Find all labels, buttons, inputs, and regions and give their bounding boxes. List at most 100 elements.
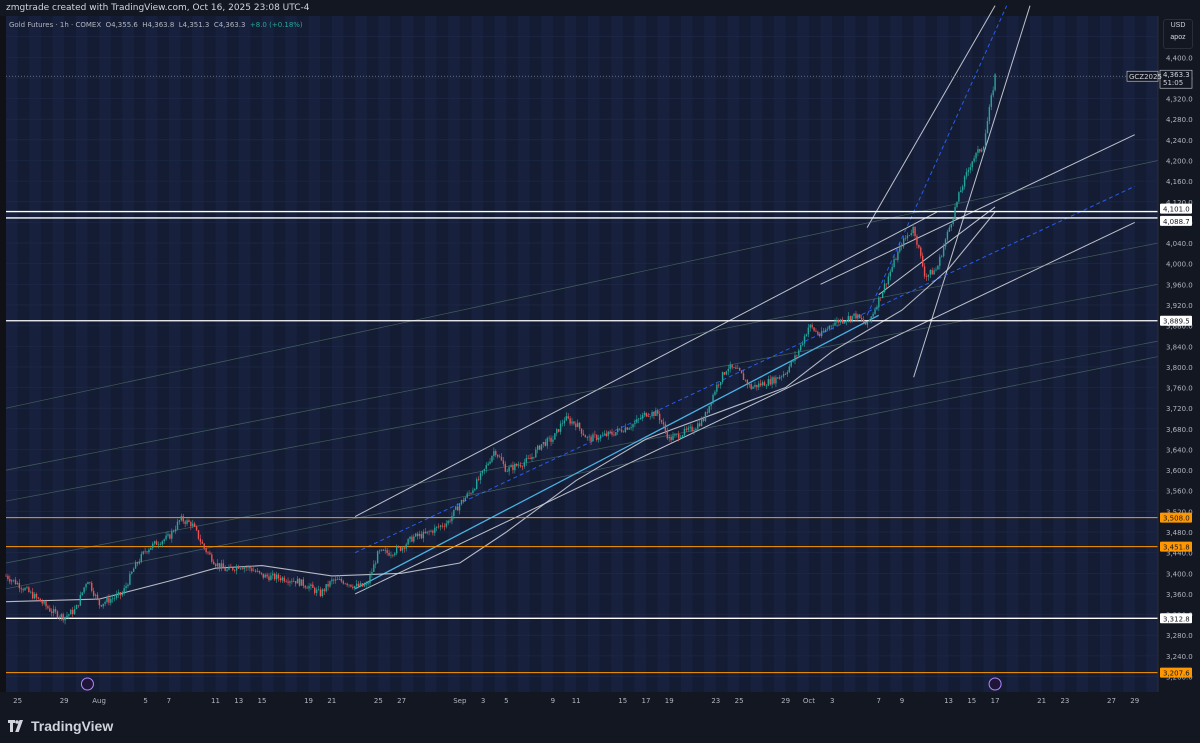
- candle-body: [563, 420, 566, 424]
- candle-body: [714, 391, 716, 395]
- candle-body: [702, 418, 705, 421]
- candle-body: [5, 575, 7, 577]
- candle-body: [557, 429, 560, 432]
- x-tick-label: Aug: [92, 697, 106, 705]
- x-tick-label: 13: [944, 697, 953, 705]
- scale-settings[interactable]: USD apoz: [1163, 19, 1193, 49]
- candle-body: [201, 541, 203, 544]
- candle-body: [254, 570, 257, 572]
- candle-body: [348, 584, 350, 586]
- candle-body: [449, 520, 451, 522]
- candle-body: [876, 307, 878, 310]
- candle-body: [719, 381, 722, 386]
- candle-body: [657, 410, 659, 414]
- candle-body: [199, 538, 202, 542]
- candle-body: [801, 343, 804, 345]
- candle-body: [615, 432, 617, 436]
- candle-body: [30, 591, 32, 593]
- candle-body: [247, 566, 249, 568]
- candle-body: [155, 541, 158, 545]
- candle-body: [982, 146, 985, 150]
- candle-body: [184, 521, 186, 524]
- candle-body: [266, 574, 268, 577]
- candle-body: [178, 520, 181, 522]
- candle-body: [521, 466, 524, 468]
- day-band: [890, 16, 902, 692]
- symbol-legend[interactable]: Gold Futures · 1h · COMEX O4,355.6 H4,36…: [9, 21, 303, 29]
- candle-body: [310, 584, 312, 587]
- candle-body: [75, 605, 78, 610]
- level-label-bg: [1160, 203, 1192, 214]
- candle-body: [16, 583, 19, 585]
- low-value: L4,351.3: [178, 21, 210, 29]
- candle-body: [350, 584, 352, 587]
- candle-body: [811, 324, 813, 328]
- candle-body: [456, 506, 459, 511]
- candle-body: [195, 526, 198, 531]
- candle-body: [251, 568, 253, 571]
- x-tick-label: Sep: [453, 697, 467, 705]
- y-tick-label: 4,320.0: [1166, 96, 1193, 104]
- candle-body: [211, 554, 213, 562]
- candle-body: [639, 418, 642, 419]
- candle-body: [994, 74, 996, 91]
- candle-body: [190, 522, 192, 527]
- day-band: [867, 16, 879, 692]
- candle-body: [800, 344, 802, 351]
- candle-body: [517, 465, 520, 466]
- candle-body: [504, 463, 507, 472]
- candle-body: [927, 274, 930, 277]
- candle-body: [767, 379, 770, 386]
- candle-body: [620, 429, 623, 432]
- candle-body: [575, 423, 577, 428]
- candle-body: [213, 561, 215, 565]
- y-tick-label: 4,280.0: [1166, 116, 1193, 124]
- candle-body: [880, 297, 882, 299]
- candle-body: [533, 456, 535, 458]
- candle-body: [197, 530, 200, 539]
- tradingview-logo[interactable]: TradingView: [8, 718, 113, 734]
- candle-body: [416, 533, 419, 537]
- candle-body: [291, 581, 293, 582]
- candle-body: [73, 609, 76, 615]
- candle-body: [752, 386, 754, 389]
- candle-body: [881, 292, 884, 299]
- x-tick-label: 25: [13, 697, 22, 705]
- candle-body: [813, 327, 815, 331]
- y-tick-label: 3,520.0: [1166, 508, 1193, 516]
- trendline-white: [878, 206, 996, 296]
- candle-body: [784, 374, 787, 375]
- candle-body: [352, 586, 354, 589]
- day-band: [797, 16, 809, 692]
- x-tick-label: 27: [397, 697, 406, 705]
- candle-body: [129, 573, 131, 585]
- candle-body: [260, 572, 263, 574]
- candle-body: [649, 416, 651, 417]
- candle-body: [809, 324, 811, 328]
- candle-body: [908, 234, 911, 236]
- candle-body: [477, 479, 480, 480]
- candle-body: [698, 423, 701, 426]
- candle-body: [678, 434, 680, 439]
- candle-body: [140, 553, 143, 562]
- x-tick-label: 11: [211, 697, 220, 705]
- trendline-dashed: [354, 185, 1135, 554]
- candle-body: [712, 394, 714, 404]
- candle-body: [611, 432, 613, 435]
- candle-body: [277, 574, 280, 579]
- candle-body: [946, 231, 949, 240]
- trendline-white: [354, 221, 1135, 595]
- candle-body: [94, 594, 97, 596]
- candle-body: [222, 563, 224, 568]
- candle-body: [437, 526, 440, 528]
- candle-body: [626, 427, 628, 430]
- candle-body: [506, 471, 508, 473]
- time-axis-panel: [0, 692, 1200, 712]
- candle-body: [174, 529, 177, 532]
- day-band: [262, 16, 274, 692]
- candle-body: [786, 372, 789, 375]
- candle-body: [192, 523, 194, 527]
- candle-body: [735, 367, 737, 369]
- x-tick-label: 3: [481, 697, 485, 705]
